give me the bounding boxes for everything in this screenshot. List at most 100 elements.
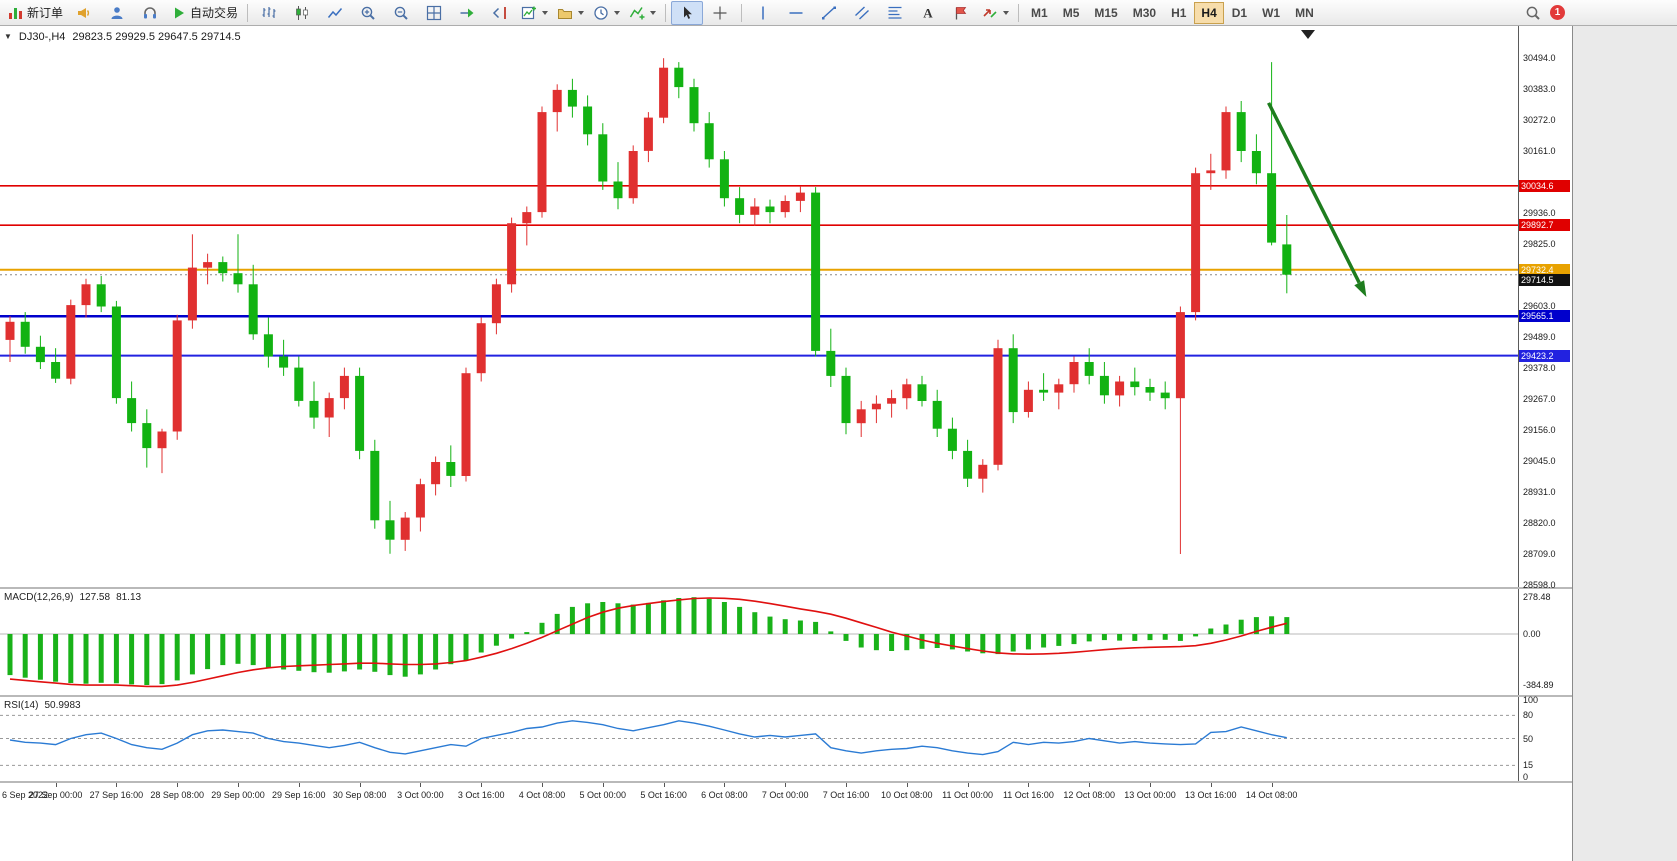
price-badge-29714.5[interactable]: 29714.5	[1519, 273, 1570, 286]
price-tick-label: 29936.0	[1523, 208, 1556, 219]
timeframe-button-m5-label: M5	[1062, 5, 1080, 20]
time-axis[interactable]: 6 Sep 2022 27 Sep 00:00 27 Sep 16:00 28 Sep…	[0, 783, 1572, 805]
symbol-name: DJ30-,H4	[18, 31, 66, 43]
one-click-trading-toggle[interactable]: ▼	[4, 32, 12, 41]
time-tick	[724, 783, 726, 787]
macd-histogram	[7, 597, 1290, 685]
text-tool-button[interactable]: A	[912, 1, 944, 25]
arrows-tool-button[interactable]	[978, 1, 1013, 25]
timeframe-button-m1[interactable]: M1	[1024, 2, 1055, 24]
bar-chart-button[interactable]	[253, 1, 285, 25]
periods-button[interactable]	[589, 1, 624, 25]
timeframe-button-w1-label: W1	[1262, 5, 1281, 20]
timeframe-button-m30[interactable]: M30	[1126, 2, 1163, 24]
rsi-tick-label: 80	[1523, 710, 1534, 721]
arrows-icon	[982, 5, 998, 21]
cursor-button[interactable]	[671, 0, 704, 25]
time-tick	[1271, 783, 1273, 787]
new-order-button[interactable]: 新订单	[4, 1, 67, 25]
price-badge-29892.7[interactable]: 29892.7	[1519, 219, 1570, 232]
timeframe-button-m15[interactable]: M15	[1087, 2, 1124, 24]
rsi-pane[interactable]: RSI(14) 50.9983 100 80 50 15 0	[0, 695, 1572, 782]
timeframe-button-w1[interactable]: W1	[1255, 2, 1287, 24]
chart-shift-button[interactable]	[484, 1, 516, 25]
rsi-canvas	[0, 714, 1518, 766]
rsi-axis: 100 80 50 15 0	[1518, 695, 1572, 782]
timeframe-button-h1[interactable]: H1	[1164, 2, 1193, 24]
chart-window: ▼ DJ30-,H4 29823.5 29929.5 29647.5 29714…	[0, 26, 1573, 861]
dropdown-arrow-icon	[578, 10, 585, 15]
headset-icon	[142, 5, 158, 21]
pane-splitter[interactable]	[0, 587, 1572, 589]
macd-signal-value: 81.13	[116, 592, 142, 603]
scroll-end-marker[interactable]	[1301, 30, 1315, 39]
time-tick	[1028, 783, 1030, 787]
timeframe-button-m15-label: M15	[1094, 5, 1118, 20]
time-label: 13 Oct 00:00	[1124, 790, 1176, 800]
timeframe-button-m5[interactable]: M5	[1056, 2, 1087, 24]
search-button[interactable]	[1517, 1, 1549, 25]
timeframe-button-mn[interactable]: MN	[1288, 2, 1321, 24]
price-badge-29565.1[interactable]: 29565.1	[1519, 310, 1570, 323]
time-tick	[177, 783, 179, 787]
timeframe-button-h4[interactable]: H4	[1194, 1, 1224, 24]
rsi-label: RSI(14) 50.9983	[4, 700, 81, 711]
time-label: 3 Oct 00:00	[397, 790, 444, 800]
trendline-button[interactable]	[813, 1, 845, 25]
zoom-out-button[interactable]	[385, 1, 417, 25]
price-tick-label: 28709.0	[1523, 548, 1556, 559]
time-tick	[1210, 783, 1212, 787]
ohlc-values: 29823.5 29929.5 29647.5 29714.5	[72, 31, 241, 43]
new-order-icon	[8, 5, 24, 21]
price-badge-29732.4[interactable]: 29732.4	[1519, 263, 1570, 276]
text-icon: A	[920, 5, 936, 21]
price-badge-30034.6[interactable]: 30034.6	[1519, 179, 1570, 192]
line-chart-button[interactable]	[319, 1, 351, 25]
label-tool-button[interactable]	[945, 1, 977, 25]
community-button[interactable]	[101, 1, 133, 25]
channel-icon	[854, 5, 870, 21]
toolbar-separator	[665, 3, 667, 22]
time-label: 29 Sep 16:00	[272, 790, 326, 800]
time-label: 11 Oct 00:00	[942, 790, 994, 800]
macd-axis: 278.48 0.00 -384.89	[1518, 589, 1572, 695]
auto-scroll-button[interactable]	[451, 1, 483, 25]
channel-button[interactable]	[846, 1, 878, 25]
crosshair-icon	[712, 5, 728, 21]
price-chart-canvas[interactable]	[0, 26, 1518, 587]
dropdown-arrow-icon	[614, 10, 621, 15]
profiles-button[interactable]	[553, 1, 588, 25]
vertical-line-button[interactable]	[747, 1, 779, 25]
candlestick-chart-button[interactable]	[286, 1, 318, 25]
price-tick-label: 29156.0	[1523, 424, 1556, 435]
trend-arrow-annotation[interactable]	[1267, 102, 1361, 284]
zoom-in-button[interactable]	[352, 1, 384, 25]
svg-text:A: A	[923, 5, 933, 20]
new-chart-button[interactable]	[517, 1, 552, 25]
price-axis[interactable]: 30494.0 30383.0 30272.0 30161.0 29936.0 29825…	[1518, 26, 1572, 590]
pane-splitter[interactable]	[0, 695, 1572, 697]
time-label: 11 Oct 16:00	[1002, 790, 1054, 800]
price-badge-29423.2[interactable]: 29423.2	[1519, 349, 1570, 362]
pane-splitter[interactable]	[0, 781, 1572, 783]
announcements-button[interactable]	[68, 1, 100, 25]
auto-trading-button[interactable]: 自动交易	[167, 1, 242, 25]
support-button[interactable]	[134, 1, 166, 25]
indicators-icon	[629, 5, 645, 21]
notifications-badge[interactable]: 1	[1550, 5, 1565, 20]
indicators-button[interactable]	[625, 1, 660, 25]
tile-windows-button[interactable]	[418, 1, 450, 25]
auto-scroll-icon	[459, 5, 475, 21]
vline-icon	[755, 5, 771, 21]
fibonacci-button[interactable]	[879, 1, 911, 25]
hline-icon	[788, 5, 804, 21]
crosshair-button[interactable]	[704, 1, 736, 25]
rsi-tick-label: 15	[1523, 760, 1534, 771]
horizontal-line-button[interactable]	[780, 1, 812, 25]
time-label: 29 Sep 00:00	[211, 790, 265, 800]
timeframe-button-d1[interactable]: D1	[1225, 2, 1254, 24]
price-pane[interactable]: ▼ DJ30-,H4 29823.5 29929.5 29647.5 29714…	[0, 26, 1572, 590]
macd-pane[interactable]: MACD(12,26,9) 127.58 81.13 278.48 0.00 -38…	[0, 589, 1572, 695]
toolbar-separator	[1018, 3, 1020, 22]
